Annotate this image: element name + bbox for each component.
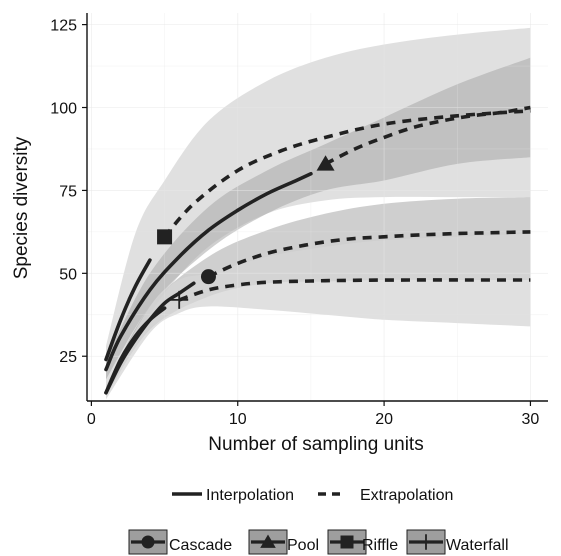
y-tick-label: 100 bbox=[50, 101, 77, 118]
legend-label-cascade: Cascade bbox=[169, 537, 232, 554]
legend-shape-pool bbox=[260, 534, 276, 548]
legend-shape-riffle bbox=[340, 535, 354, 549]
x-tick-label: 10 bbox=[229, 411, 247, 428]
extrapolation-line-riffle bbox=[163, 109, 531, 238]
y-tick-label: 25 bbox=[59, 349, 77, 366]
extrapolation-line-waterfall bbox=[178, 278, 531, 302]
legend-label-extrapolation: Extrapolation bbox=[360, 487, 453, 504]
legend-linetype: Interpolation Extrapolation bbox=[172, 487, 453, 504]
x-tick-label: 30 bbox=[522, 411, 540, 428]
observed-point-cascade bbox=[200, 269, 216, 285]
legend-shape-waterfall bbox=[418, 534, 434, 550]
y-tick-label: 50 bbox=[59, 266, 77, 283]
confidence-bands bbox=[87, 13, 548, 401]
legend-label-waterfall: Waterfall bbox=[446, 537, 509, 554]
series-lines bbox=[104, 105, 531, 395]
band-pool bbox=[106, 57, 531, 380]
axes: 0 10 20 30 25 50 75 100 125 bbox=[50, 13, 548, 428]
legend-label-riffle: Riffle bbox=[362, 537, 398, 554]
interpolation-line-pool bbox=[104, 172, 313, 372]
extrapolation-line-cascade bbox=[207, 230, 531, 279]
legend-shape-cascade bbox=[141, 535, 155, 549]
extrapolation-line-pool bbox=[324, 105, 531, 166]
observed-points bbox=[157, 155, 335, 309]
observed-point-riffle bbox=[157, 229, 173, 245]
interpolation-line-riffle bbox=[104, 258, 152, 362]
y-tick-label: 75 bbox=[59, 183, 77, 200]
legend-label-pool: Pool bbox=[287, 537, 319, 554]
y-axis-title: Species diversity bbox=[11, 136, 32, 279]
observed-point-waterfall bbox=[170, 290, 189, 309]
legend-site: Cascade Pool Riffle Waterfall bbox=[128, 529, 509, 555]
interpolation-line-waterfall bbox=[104, 306, 167, 395]
legend-label-interpolation: Interpolation bbox=[206, 487, 294, 504]
x-tick-label: 0 bbox=[87, 411, 96, 428]
y-tick-label: 125 bbox=[50, 18, 77, 35]
observed-point-pool bbox=[316, 155, 335, 171]
x-tick-label: 20 bbox=[375, 411, 393, 428]
x-axis-title: Number of sampling units bbox=[208, 434, 423, 455]
